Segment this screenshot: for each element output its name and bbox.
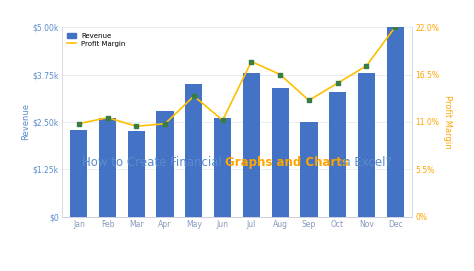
Text: How to Create Financial: How to Create Financial [82, 156, 225, 169]
Point [247, 59, 255, 64]
Bar [358, 73, 375, 217]
Bar [214, 118, 231, 217]
Bar [272, 88, 289, 217]
Point [133, 124, 140, 128]
Point [161, 121, 169, 126]
Y-axis label: Revenue: Revenue [21, 104, 30, 140]
Point [190, 94, 198, 98]
Bar [156, 111, 174, 217]
Text: in Excel?: in Excel? [337, 156, 392, 169]
Bar [128, 131, 145, 217]
Text: Graphs and Charts: Graphs and Charts [225, 156, 349, 169]
Bar [99, 118, 116, 217]
Bar [386, 27, 404, 217]
Point [305, 98, 313, 102]
Point [75, 121, 82, 126]
Point [392, 25, 399, 29]
Y-axis label: Profit Margin: Profit Margin [443, 95, 452, 149]
Bar [300, 122, 318, 217]
Legend: Revenue, Profit Margin: Revenue, Profit Margin [65, 31, 128, 49]
Bar [185, 84, 202, 217]
Point [276, 72, 284, 77]
Point [334, 81, 341, 85]
Point [104, 115, 111, 120]
Bar [70, 130, 88, 217]
Bar [243, 73, 260, 217]
Point [219, 118, 227, 122]
Bar [329, 92, 346, 217]
Point [363, 64, 370, 68]
